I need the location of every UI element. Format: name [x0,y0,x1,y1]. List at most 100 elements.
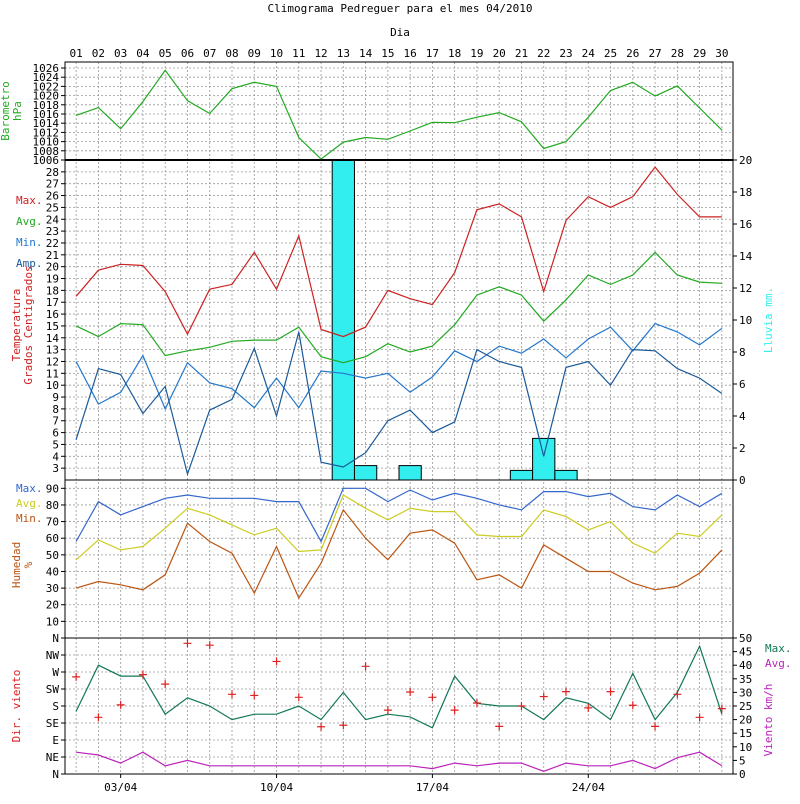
y2-tick-label: 10 [739,741,752,754]
y-tick-label: S [52,700,59,713]
rain-ylabel: Lluvia mm. [762,287,775,353]
y-tick-label: 26 [46,190,59,203]
wind-speed-ylabel: Viento km/h [762,684,775,757]
rain-bar [509,469,534,481]
y-tick-label: 24 [46,213,60,226]
y-tick-label: 9 [52,391,59,404]
y-tick-label: 22 [46,237,59,250]
wind-direction-point [606,687,615,696]
y-tick-label: 4 [52,450,59,463]
y-tick-label: NE [46,751,59,764]
y-tick-label: N [52,768,59,781]
y-tick-label: 14 [46,332,60,345]
y2-tick-label: 40 [739,659,752,672]
wind-direction-point [183,639,192,648]
wind-direction-point [94,713,103,722]
x-tick-label-top: 09 [248,47,261,60]
wind-direction-point [717,704,726,713]
y-tick-label: 3 [52,462,59,475]
y-tick-label: 30 [46,582,59,595]
y-tick-label: 80 [46,499,59,512]
x-tick-label-top: 23 [559,47,572,60]
y-tick-label: NW [46,649,60,662]
y2-tick-label: 8 [739,346,746,359]
wind-direction-point [517,702,526,710]
y-tick-label: 8 [52,403,59,416]
y-tick-label: 1010 [33,136,60,149]
x-tick-label-top: 10 [270,47,283,60]
y-tick-label: 1024 [33,71,60,84]
y-tick-label: 17 [46,296,59,309]
humidity-avg-line [75,494,723,561]
x-tick-label-top: 13 [337,47,350,60]
y-tick-label: 1008 [33,145,60,158]
x-tick-label-top: 24 [582,47,596,60]
y-tick-label: 23 [46,225,59,238]
y-tick-label: 5 [52,438,59,451]
y-tick-label: 7 [52,415,59,428]
rain-bar [331,159,355,481]
wind-direction-point [539,692,548,701]
rain-bar [532,437,556,481]
y2-tick-label: 10 [739,314,752,327]
y-tick-label: 25 [46,201,59,214]
y-tick-label: 15 [46,320,59,333]
wind-direction-point [428,693,437,702]
y-tick-label: 40 [46,565,59,578]
tamp-line [75,331,723,477]
y-tick-label: 1020 [33,90,60,103]
x-tick-label-top: 15 [381,47,394,60]
tmax-line [75,166,722,338]
y2-tick-label: 20 [739,154,752,167]
y-tick-label: 20 [46,599,59,612]
wind-direction-point [628,701,637,710]
temp-legend-item: Min. [16,236,43,249]
pressure-ylabel-group: BarometrohPa [0,81,24,141]
wind-direction-point [116,700,125,709]
y2-tick-label: 35 [739,673,752,686]
wind-legend-item: Max. [765,642,792,655]
wind-direction-point [673,690,682,699]
y-tick-label: 70 [46,516,59,529]
wind-direction-point [361,662,370,671]
y-tick-label: 50 [46,549,59,562]
y2-tick-label: 20 [739,714,752,727]
pressure-line [75,69,723,160]
x-tick-label-top: 30 [715,47,728,60]
humidity-min-line [75,508,723,600]
y-tick-label: 16 [46,308,59,321]
temp-legend-item: Avg. [16,215,43,228]
temp-ylabel: TemperaturaGrados Centigrados [10,265,35,384]
temp-legend-item: Max. [16,194,43,207]
rain-ylabel-group: Lluvia mm. [762,287,775,353]
wind-avg-line [76,751,723,772]
y2-tick-label: 5 [739,754,746,767]
temp-ylabel-group: TemperaturaGrados Centigrados [10,265,35,384]
x-tick-label-top: 03 [114,47,127,60]
y-tick-label: 6 [52,427,59,440]
x-tick-label-top: 21 [515,47,528,60]
x-tick-label-top: 06 [181,47,194,60]
x-tick-label-top: 01 [70,47,83,60]
y-tick-label: 21 [46,249,59,262]
wind-direction-point [450,706,459,715]
wind-direction-point [272,657,281,666]
wind-legend-item: Avg. [765,657,792,670]
wind-direction-point [495,722,504,731]
y-tick-label: 20 [46,261,59,274]
x-tick-label-top: 27 [648,47,661,60]
y-tick-label: 12 [46,355,59,368]
x-tick-label-top: 26 [626,47,639,60]
wind-direction-point [294,693,303,702]
y-tick-label: 13 [46,344,59,357]
wind-direction-point [562,687,570,696]
rain-bar [353,465,378,481]
x-tick-label-top: 28 [671,47,684,60]
y-tick-label: 10 [46,379,59,392]
wind-max-line [75,644,723,729]
wind-direction-point [695,713,704,722]
wind-direction-point [584,703,593,712]
y-tick-label: 1006 [33,154,60,167]
rain-bar [554,469,578,481]
x-tick-label-top: 17 [426,47,439,60]
